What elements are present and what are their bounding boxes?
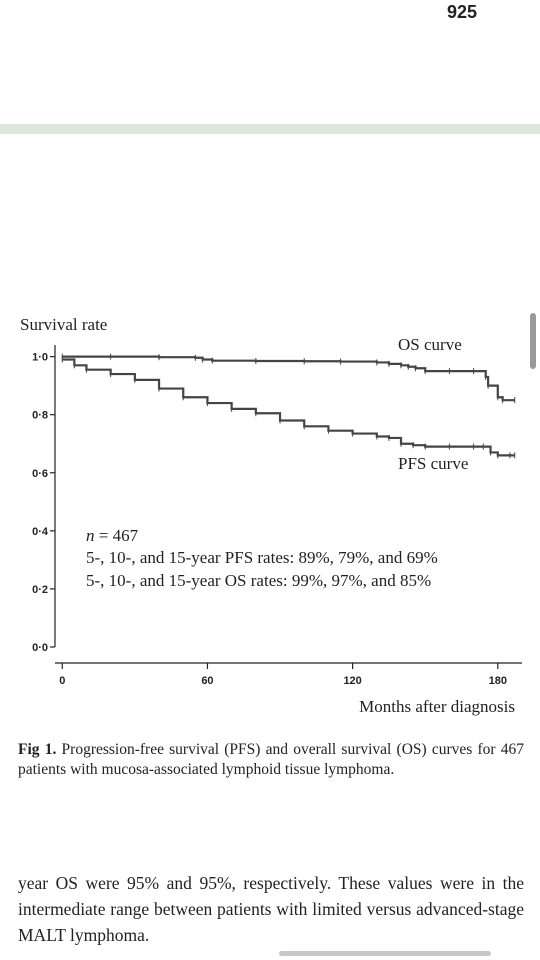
x-tick-label: 60 (201, 675, 213, 687)
y-tick-label: 0·8 (32, 410, 48, 422)
y-tick-label: 0·2 (32, 584, 48, 596)
pfs-rates-annotation: 5-, 10-, and 15-year PFS rates: 89%, 79%… (86, 548, 438, 567)
x-tick-label: 120 (343, 675, 361, 687)
home-indicator[interactable] (279, 951, 491, 956)
sample-size-annotation: n = 467 (86, 526, 139, 545)
pfs-curve-line (62, 358, 515, 457)
x-tick-label: 180 (489, 675, 507, 687)
y-axis-label: Survival rate (20, 315, 107, 334)
scrollbar-thumb[interactable] (530, 313, 536, 369)
os-curve-line (62, 355, 515, 402)
os-curve-label: OS curve (398, 335, 462, 354)
pfs-curve-label: PFS curve (398, 454, 468, 473)
header-divider-band (0, 124, 540, 134)
y-tick-label: 1·0 (32, 352, 48, 364)
survival-chart: Survival rate Months after diagnosis 0·0… (20, 315, 522, 716)
os-rates-annotation: 5-, 10-, and 15-year OS rates: 99%, 97%,… (86, 571, 431, 590)
figure-label: Fig 1. (18, 741, 57, 758)
figure-caption: Fig 1. Progression-free survival (PFS) a… (18, 740, 524, 780)
y-tick-label: 0·0 (32, 642, 48, 654)
chart-axes: 0·0 0·2 0·4 0·6 0·8 1·0 0 60 120 180 (32, 345, 522, 687)
chart-curves (61, 353, 516, 459)
x-tick-label: 0 (59, 675, 65, 687)
body-paragraph: year OS were 95% and 95%, respectively. … (18, 873, 524, 945)
page-number: 925 (447, 2, 478, 22)
x-axis-label: Months after diagnosis (359, 697, 515, 716)
figure-caption-text: Progression-free survival (PFS) and over… (18, 741, 525, 778)
y-tick-label: 0·6 (32, 468, 48, 480)
y-tick-label: 0·4 (32, 526, 49, 538)
